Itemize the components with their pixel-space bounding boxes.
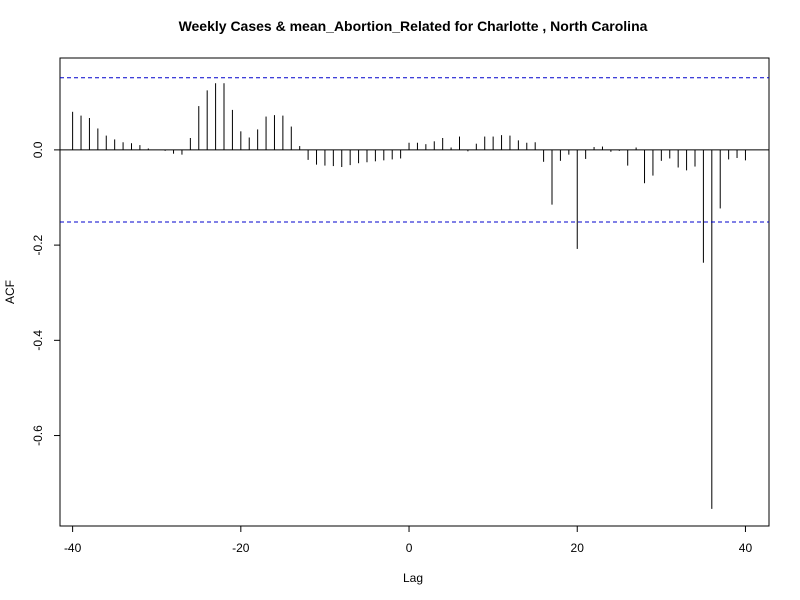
confidence-bounds [60, 77, 769, 223]
y-axis-label: ACF [3, 280, 17, 304]
x-tick-label: 40 [739, 541, 753, 555]
x-tick-label: -40 [64, 541, 82, 555]
y-tick-label: -0.6 [31, 425, 45, 446]
x-tick-label: 20 [571, 541, 585, 555]
y-tick-label: -0.4 [31, 330, 45, 351]
chart-title: Weekly Cases & mean_Abortion_Related for… [179, 18, 648, 34]
y-tick-label: -0.2 [31, 234, 45, 255]
x-tick-label: -20 [232, 541, 250, 555]
x-axis: -40 -20 0 20 40 [64, 526, 753, 555]
plot-frame [59, 57, 770, 527]
y-tick-label: 0.0 [31, 141, 45, 158]
x-axis-label: Lag [403, 571, 423, 585]
x-tick-label: 0 [406, 541, 413, 555]
acf-bars [72, 83, 746, 509]
y-axis: -0.6 -0.4 -0.2 0.0 [31, 141, 60, 446]
